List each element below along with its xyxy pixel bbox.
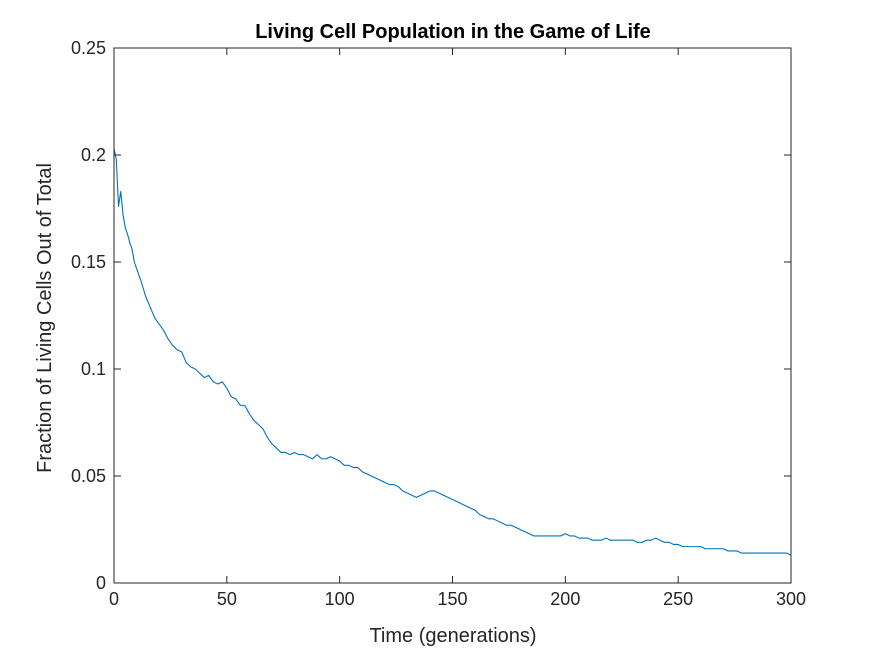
x-tick-label: 100 bbox=[325, 589, 355, 609]
x-tick-label: 300 bbox=[776, 589, 806, 609]
x-tick-label: 50 bbox=[217, 589, 237, 609]
y-tick-label: 0.15 bbox=[71, 252, 106, 272]
x-tick-label: 250 bbox=[663, 589, 693, 609]
axes-background bbox=[114, 48, 791, 583]
y-tick-label: 0.1 bbox=[81, 359, 106, 379]
chart-title: Living Cell Population in the Game of Li… bbox=[255, 21, 651, 43]
x-axis-label: Time (generations) bbox=[369, 625, 536, 647]
y-tick-label: 0 bbox=[96, 573, 106, 593]
x-tick-label: 150 bbox=[437, 589, 467, 609]
plot-area: 0 50 100 150 200 250 300 0 0.05 0.1 0.15 0.2 0.25 bbox=[71, 38, 806, 609]
y-axis-label: Fraction of Living Cells Out of Total bbox=[34, 163, 56, 473]
y-tick-label: 0.25 bbox=[71, 38, 106, 58]
x-tick-label: 0 bbox=[109, 589, 119, 609]
series-line bbox=[113, 148, 792, 556]
y-tick-label: 0.05 bbox=[71, 466, 106, 486]
x-tick-label: 200 bbox=[550, 589, 580, 609]
y-tick-label: 0.2 bbox=[81, 145, 106, 165]
